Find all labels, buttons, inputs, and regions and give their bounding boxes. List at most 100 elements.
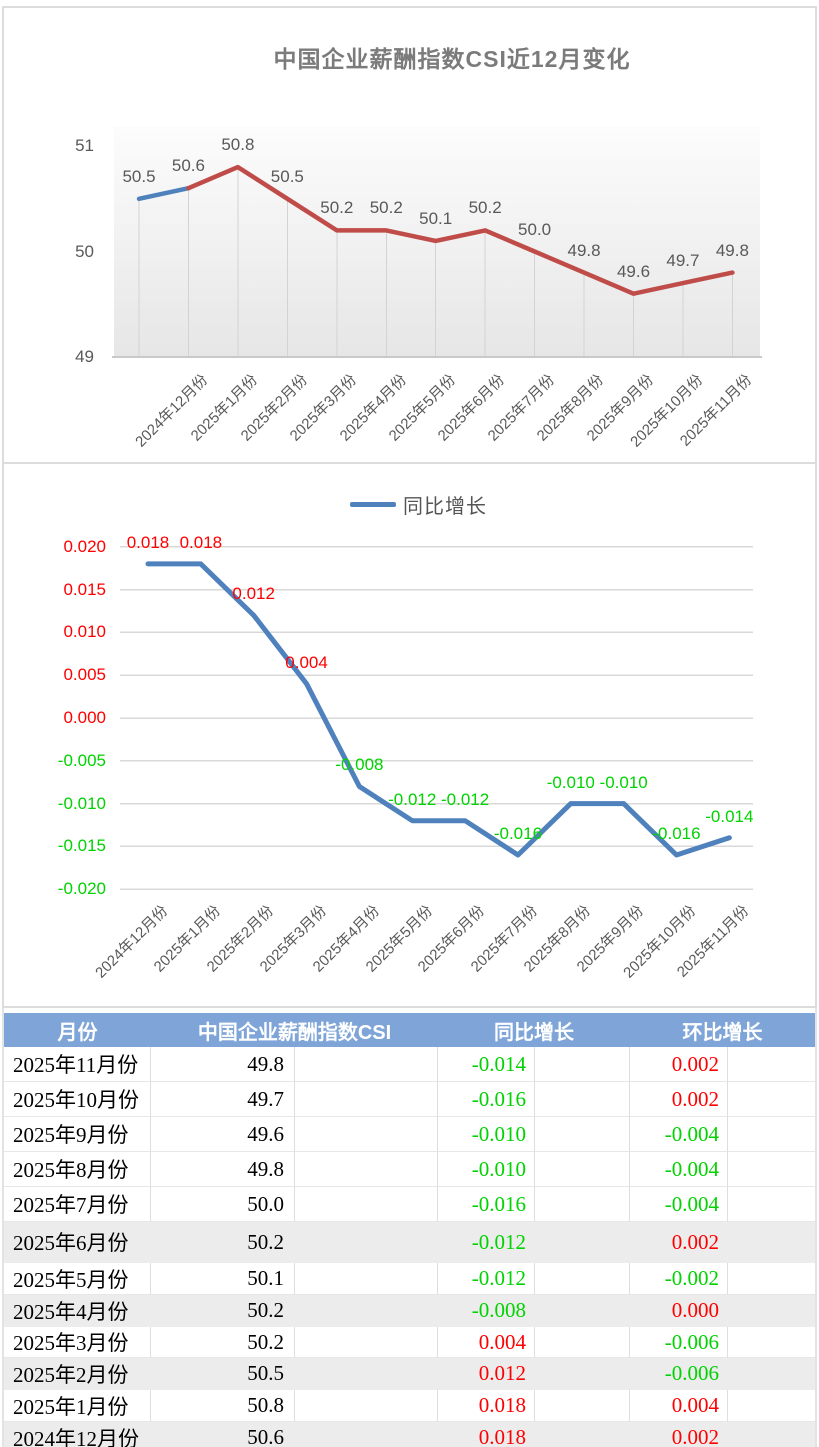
data-label: 50.6 <box>171 156 205 176</box>
empty-cell <box>295 1117 438 1152</box>
header-csi: 中国企业薪酬指数CSI <box>197 1021 392 1044</box>
table-row: 2025年5月份 50.1 -0.012 -0.002 <box>4 1263 815 1295</box>
empty-cell <box>728 1295 815 1327</box>
month-cell: 2025年9月份 <box>4 1117 151 1152</box>
empty-cell <box>728 1422 815 1447</box>
yoy-value-cell: 0.018 <box>478 1425 526 1447</box>
mom-value-cell: 0.004 <box>630 1390 728 1422</box>
yoy-value-cell: 0.018 <box>438 1390 535 1422</box>
data-label: 50.5 <box>122 166 156 186</box>
yoy-growth-chart-panel <box>2 464 817 1008</box>
yoy-value-cell: -0.008 <box>471 1298 526 1322</box>
empty-cell <box>728 1082 815 1117</box>
csi-value-cell: 50.1 <box>151 1263 295 1295</box>
chart-title: 中国企业薪酬指数CSI近12月变化 <box>273 46 631 72</box>
data-label: 50.8 <box>221 135 255 155</box>
y-axis-tick-label: 0.015 <box>63 579 106 599</box>
mom-value-cell: 0.000 <box>671 1298 719 1322</box>
mom-value-cell: 0.002 <box>671 1229 719 1254</box>
y-axis-tick-label: -0.020 <box>57 879 106 899</box>
empty-cell <box>728 1187 815 1222</box>
empty-cell <box>535 1187 630 1222</box>
empty-cell <box>535 1082 630 1117</box>
empty-cell <box>535 1390 630 1422</box>
empty-cell <box>728 1117 815 1152</box>
empty-cell <box>535 1263 630 1295</box>
data-label: -0.016 <box>652 823 701 843</box>
csi-value-cell: 49.6 <box>151 1117 295 1152</box>
month-cell: 2025年3月份 <box>4 1327 151 1358</box>
yoy-value-cell: -0.012 <box>471 1229 526 1254</box>
mom-value-cell: -0.002 <box>630 1263 728 1295</box>
month-cell: 2025年6月份 <box>13 1231 129 1255</box>
y-axis-tick-label: 0.010 <box>63 622 106 642</box>
table-row: 2025年9月份 49.6 -0.010 -0.004 <box>4 1117 815 1152</box>
month-cell: 2025年11月份 <box>4 1047 151 1082</box>
mom-value-cell: -0.006 <box>664 1361 719 1385</box>
data-label: 49.7 <box>666 251 700 271</box>
legend-line-swatch <box>350 501 396 507</box>
data-label: 0.012 <box>232 584 275 604</box>
empty-cell <box>728 1327 815 1358</box>
empty-cell <box>535 1117 630 1152</box>
empty-cell <box>728 1152 815 1187</box>
month-cell: 2025年10月份 <box>4 1082 151 1117</box>
empty-cell <box>295 1152 438 1187</box>
empty-cell <box>728 1222 815 1263</box>
empty-cell <box>535 1295 630 1327</box>
y-axis-tick-label: -0.010 <box>57 793 106 813</box>
y-axis-tick-label: 51 <box>75 136 94 155</box>
empty-cell <box>535 1327 630 1358</box>
csi-value-cell: 49.7 <box>151 1082 295 1117</box>
csi-value-cell: 50.6 <box>247 1425 284 1447</box>
empty-cell <box>535 1358 630 1390</box>
empty-cell <box>535 1152 630 1187</box>
data-label: 50.5 <box>270 166 304 186</box>
empty-cell <box>728 1390 815 1422</box>
csi-value-cell: 50.2 <box>247 1229 284 1254</box>
header-mom: 环比增长 <box>682 1021 763 1044</box>
empty-cell <box>295 1047 438 1082</box>
data-label: -0.016 <box>493 823 543 843</box>
yoy-value-cell: 0.012 <box>478 1361 526 1385</box>
header-month: 月份 <box>57 1021 98 1044</box>
csi-value-cell: 50.2 <box>247 1298 284 1322</box>
month-cell: 2025年5月份 <box>4 1263 151 1295</box>
yoy-value-cell: -0.014 <box>438 1047 535 1082</box>
table-row: 2025年4月份 50.2 -0.008 0.000 <box>4 1295 815 1327</box>
data-label: 49.8 <box>567 240 601 260</box>
empty-cell <box>295 1358 438 1390</box>
data-label: -0.014 <box>705 806 754 826</box>
empty-cell <box>295 1187 438 1222</box>
yoy-value-cell: -0.010 <box>438 1152 535 1187</box>
empty-cell <box>295 1222 438 1263</box>
empty-cell <box>295 1263 438 1295</box>
table-row: 2025年10月份 49.7 -0.016 0.002 <box>4 1082 815 1117</box>
table-row: 2025年1月份 50.8 0.018 0.004 <box>4 1390 815 1422</box>
line-series <box>186 164 735 296</box>
table-row: 2025年3月份 50.2 0.004 -0.006 <box>4 1327 815 1358</box>
mom-value-cell: 0.002 <box>630 1047 728 1082</box>
line-series <box>145 561 732 858</box>
line-series <box>136 185 191 202</box>
mom-value-cell: -0.004 <box>630 1152 728 1187</box>
empty-cell <box>728 1047 815 1082</box>
table-row: 2024年12月份 50.6 0.018 0.002 <box>4 1422 815 1447</box>
empty-cell <box>728 1358 815 1390</box>
yoy-value-cell: -0.016 <box>438 1187 535 1222</box>
data-label: -0.010 <box>546 772 595 792</box>
legend: 同比增长 <box>350 492 487 518</box>
yoy-value-cell: -0.012 <box>438 1263 535 1295</box>
month-cell: 2025年8月份 <box>4 1152 151 1187</box>
y-axis-tick-label: 0.005 <box>63 665 106 685</box>
data-label: 0.004 <box>285 652 328 672</box>
data-label: 0.018 <box>126 532 170 552</box>
mom-value-cell: -0.006 <box>630 1327 728 1358</box>
table-body: 2025年11月份 49.8 -0.014 0.002 2025年10月份 49.7 -0.… <box>4 1047 815 1447</box>
data-label: 50.0 <box>518 219 552 239</box>
y-axis-tick-label: 50 <box>75 241 94 261</box>
yoy-value-cell: -0.016 <box>438 1082 535 1117</box>
empty-cell <box>535 1222 630 1263</box>
empty-cell <box>535 1422 630 1447</box>
